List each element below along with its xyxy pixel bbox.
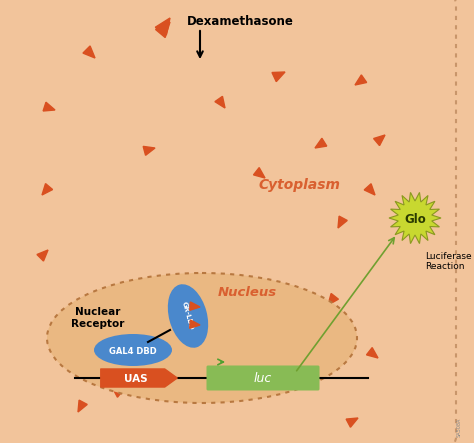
Polygon shape bbox=[83, 46, 95, 58]
Polygon shape bbox=[374, 135, 385, 146]
Text: Glo: Glo bbox=[404, 213, 426, 225]
Polygon shape bbox=[37, 250, 48, 261]
Polygon shape bbox=[298, 358, 310, 368]
Text: Cytoplasm: Cytoplasm bbox=[259, 178, 341, 192]
Polygon shape bbox=[190, 320, 200, 328]
Text: GAL4 DBD: GAL4 DBD bbox=[109, 346, 157, 355]
Polygon shape bbox=[78, 400, 87, 412]
Polygon shape bbox=[355, 75, 367, 85]
Polygon shape bbox=[389, 192, 441, 244]
Polygon shape bbox=[338, 216, 347, 228]
Ellipse shape bbox=[47, 273, 357, 403]
Text: Luciferase
Reaction: Luciferase Reaction bbox=[425, 252, 472, 272]
Polygon shape bbox=[346, 418, 358, 427]
Polygon shape bbox=[42, 183, 53, 195]
FancyBboxPatch shape bbox=[0, 0, 456, 443]
Polygon shape bbox=[194, 287, 205, 298]
Polygon shape bbox=[254, 167, 265, 178]
Text: luc: luc bbox=[254, 373, 272, 385]
Polygon shape bbox=[315, 138, 327, 148]
FancyArrowPatch shape bbox=[101, 369, 177, 387]
Polygon shape bbox=[155, 22, 170, 38]
Text: Dexamethasone: Dexamethasone bbox=[187, 15, 293, 28]
FancyBboxPatch shape bbox=[207, 365, 319, 390]
Polygon shape bbox=[143, 146, 155, 155]
Ellipse shape bbox=[94, 334, 172, 366]
Ellipse shape bbox=[168, 284, 208, 348]
Polygon shape bbox=[272, 72, 285, 82]
Polygon shape bbox=[328, 294, 338, 305]
Polygon shape bbox=[215, 96, 225, 108]
Polygon shape bbox=[155, 18, 170, 35]
Text: SA508A: SA508A bbox=[457, 418, 462, 437]
Polygon shape bbox=[366, 348, 378, 358]
Polygon shape bbox=[48, 338, 58, 350]
Polygon shape bbox=[113, 388, 125, 397]
Polygon shape bbox=[43, 102, 55, 111]
Text: Nuclear
Receptor: Nuclear Receptor bbox=[71, 307, 125, 329]
Text: GR-LBD: GR-LBD bbox=[180, 301, 194, 331]
Text: UAS: UAS bbox=[124, 374, 148, 384]
Polygon shape bbox=[364, 184, 375, 195]
Text: Nucleus: Nucleus bbox=[218, 287, 276, 299]
Polygon shape bbox=[190, 302, 200, 310]
